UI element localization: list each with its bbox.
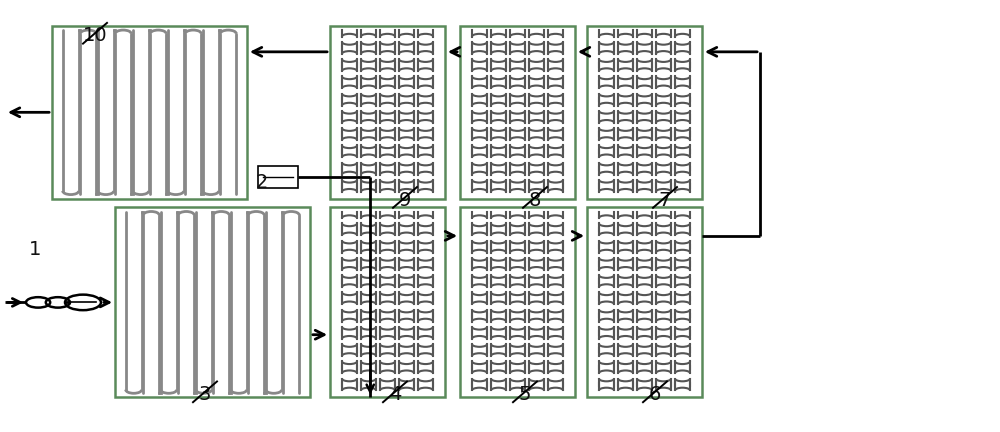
Text: 1: 1	[29, 240, 41, 259]
Bar	[52, 26, 247, 199]
Text: 4: 4	[389, 385, 401, 404]
Text: 2: 2	[256, 173, 268, 192]
Bar	[587, 207, 702, 397]
Text: 8: 8	[529, 191, 541, 210]
Bar	[115, 207, 310, 397]
Text: 3: 3	[199, 385, 211, 404]
Text: 5: 5	[519, 385, 531, 404]
Bar	[587, 26, 702, 199]
Bar	[330, 26, 445, 199]
Text: 7: 7	[659, 191, 671, 210]
Text: 9: 9	[399, 191, 411, 210]
Text: 6: 6	[649, 385, 661, 404]
Bar	[258, 166, 298, 188]
Bar	[460, 207, 575, 397]
Text: 10: 10	[83, 26, 107, 45]
Bar	[330, 207, 445, 397]
Bar	[460, 26, 575, 199]
